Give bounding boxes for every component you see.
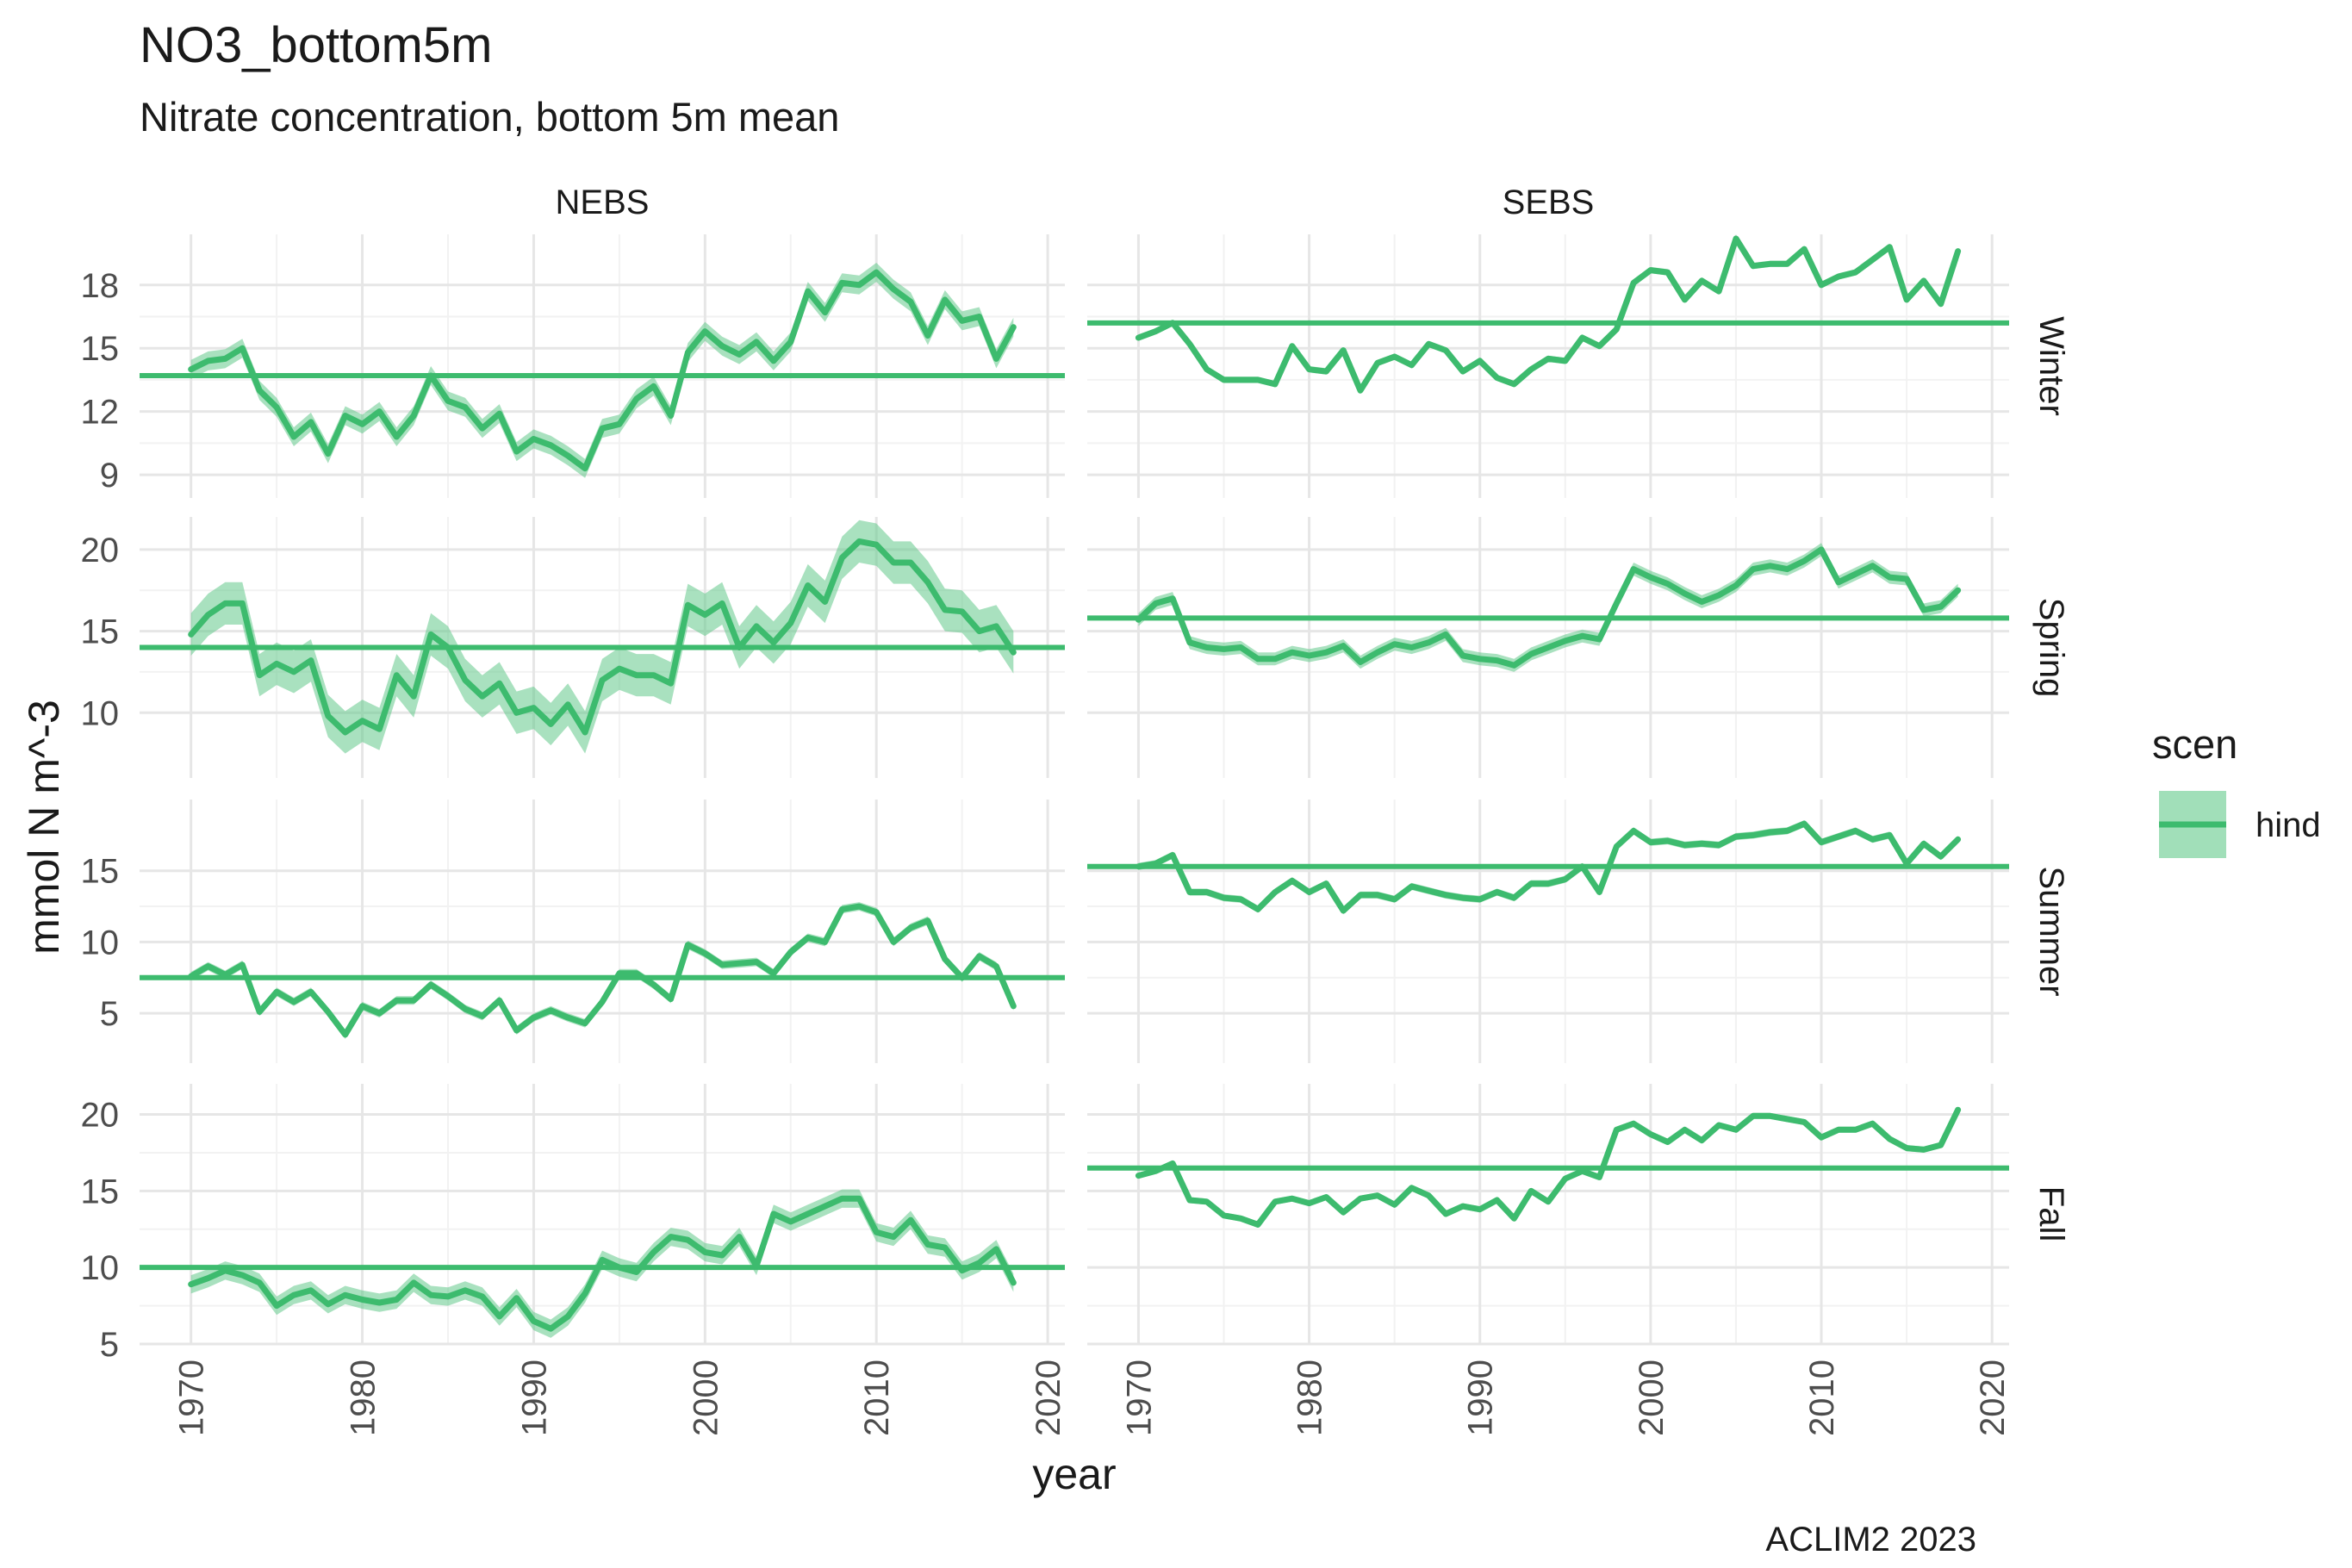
strip-label-fall: Fall xyxy=(2032,1186,2070,1241)
x-tick-label: 1970 xyxy=(173,1360,211,1436)
chart-caption: ACLIM2 2023 xyxy=(1765,1521,1976,1559)
series-line-hind xyxy=(1135,820,1962,914)
y-tick-label: 10 xyxy=(81,1249,120,1287)
chart-title: NO3_bottom5m xyxy=(140,17,492,73)
strip-label-sebs: SEBS xyxy=(1503,184,1595,221)
x-axis-label: year xyxy=(1032,1450,1116,1498)
panel-sebs-summer xyxy=(1087,800,2009,1063)
series-ribbon-hind xyxy=(1138,235,1958,394)
panel-nebs-summer xyxy=(140,800,1065,1063)
x-tick-label: 2000 xyxy=(687,1360,725,1436)
legend: scen hind xyxy=(2152,721,2321,858)
series-line-hind xyxy=(188,538,1017,736)
panel-sebs-spring xyxy=(1087,517,2009,778)
x-tick-label: 1990 xyxy=(515,1360,553,1436)
y-tick-label: 15 xyxy=(81,613,120,651)
chart-subtitle: Nitrate concentration, bottom 5m mean xyxy=(140,94,839,140)
x-tick-label: 2010 xyxy=(858,1360,896,1436)
series-ribbon-hind xyxy=(1138,543,1958,672)
y-tick-label: 18 xyxy=(81,267,120,305)
x-tick-label: 2000 xyxy=(1633,1360,1671,1436)
panel-nebs-spring xyxy=(140,517,1065,778)
y-tick-label: 15 xyxy=(81,330,120,368)
series-line-hind xyxy=(188,903,1017,1038)
strip-label-winter: Winter xyxy=(2032,316,2070,416)
panel-sebs-winter xyxy=(1087,234,2009,498)
y-tick-label: 15 xyxy=(81,1173,120,1210)
series-line-hind xyxy=(188,269,1017,472)
x-tick-label: 2010 xyxy=(1803,1360,1841,1436)
y-tick-label: 15 xyxy=(81,853,120,891)
series-ribbon-hind xyxy=(190,263,1014,478)
panel-nebs-fall xyxy=(140,1084,1065,1346)
y-tick-label: 12 xyxy=(81,394,120,432)
y-axis-label: mmol N m^-3 xyxy=(20,700,68,955)
y-tick-label: 10 xyxy=(81,924,120,961)
x-tick-label: 1980 xyxy=(1291,1360,1329,1436)
panel-sebs-fall xyxy=(1087,1084,2009,1346)
x-tick-label: 2020 xyxy=(1974,1360,2012,1436)
legend-title: scen xyxy=(2152,721,2237,767)
y-tick-label: 5 xyxy=(100,995,119,1033)
strip-label-spring: Spring xyxy=(2032,598,2070,698)
strip-label-nebs: NEBS xyxy=(556,184,650,221)
panel-nebs-winter xyxy=(140,234,1065,498)
y-tick-label: 20 xyxy=(81,532,120,569)
x-tick-label: 1970 xyxy=(1120,1360,1158,1436)
series-line-hind xyxy=(188,1195,1017,1332)
strip-label-summer: Summer xyxy=(2032,866,2070,996)
y-tick-label: 5 xyxy=(100,1326,119,1364)
y-tick-label: 9 xyxy=(100,457,119,495)
x-tick-label: 1980 xyxy=(345,1360,383,1436)
series-line-hind xyxy=(1135,1106,1962,1228)
series-line-hind xyxy=(1135,546,1962,669)
legend-entry-label: hind xyxy=(2256,806,2321,844)
series-ribbon-hind xyxy=(190,520,1014,754)
x-tick-label: 1990 xyxy=(1462,1360,1500,1436)
series-ribbon-hind xyxy=(190,902,1014,1039)
y-tick-label: 20 xyxy=(81,1097,120,1135)
x-tick-label: 2020 xyxy=(1030,1360,1067,1436)
y-tick-label: 10 xyxy=(81,694,120,732)
plot-area: NEBS SEBS Winter Spring Summer Fall 9 12 15 18 10 1… xyxy=(81,184,2071,1436)
series-line-hind xyxy=(1135,235,1962,394)
